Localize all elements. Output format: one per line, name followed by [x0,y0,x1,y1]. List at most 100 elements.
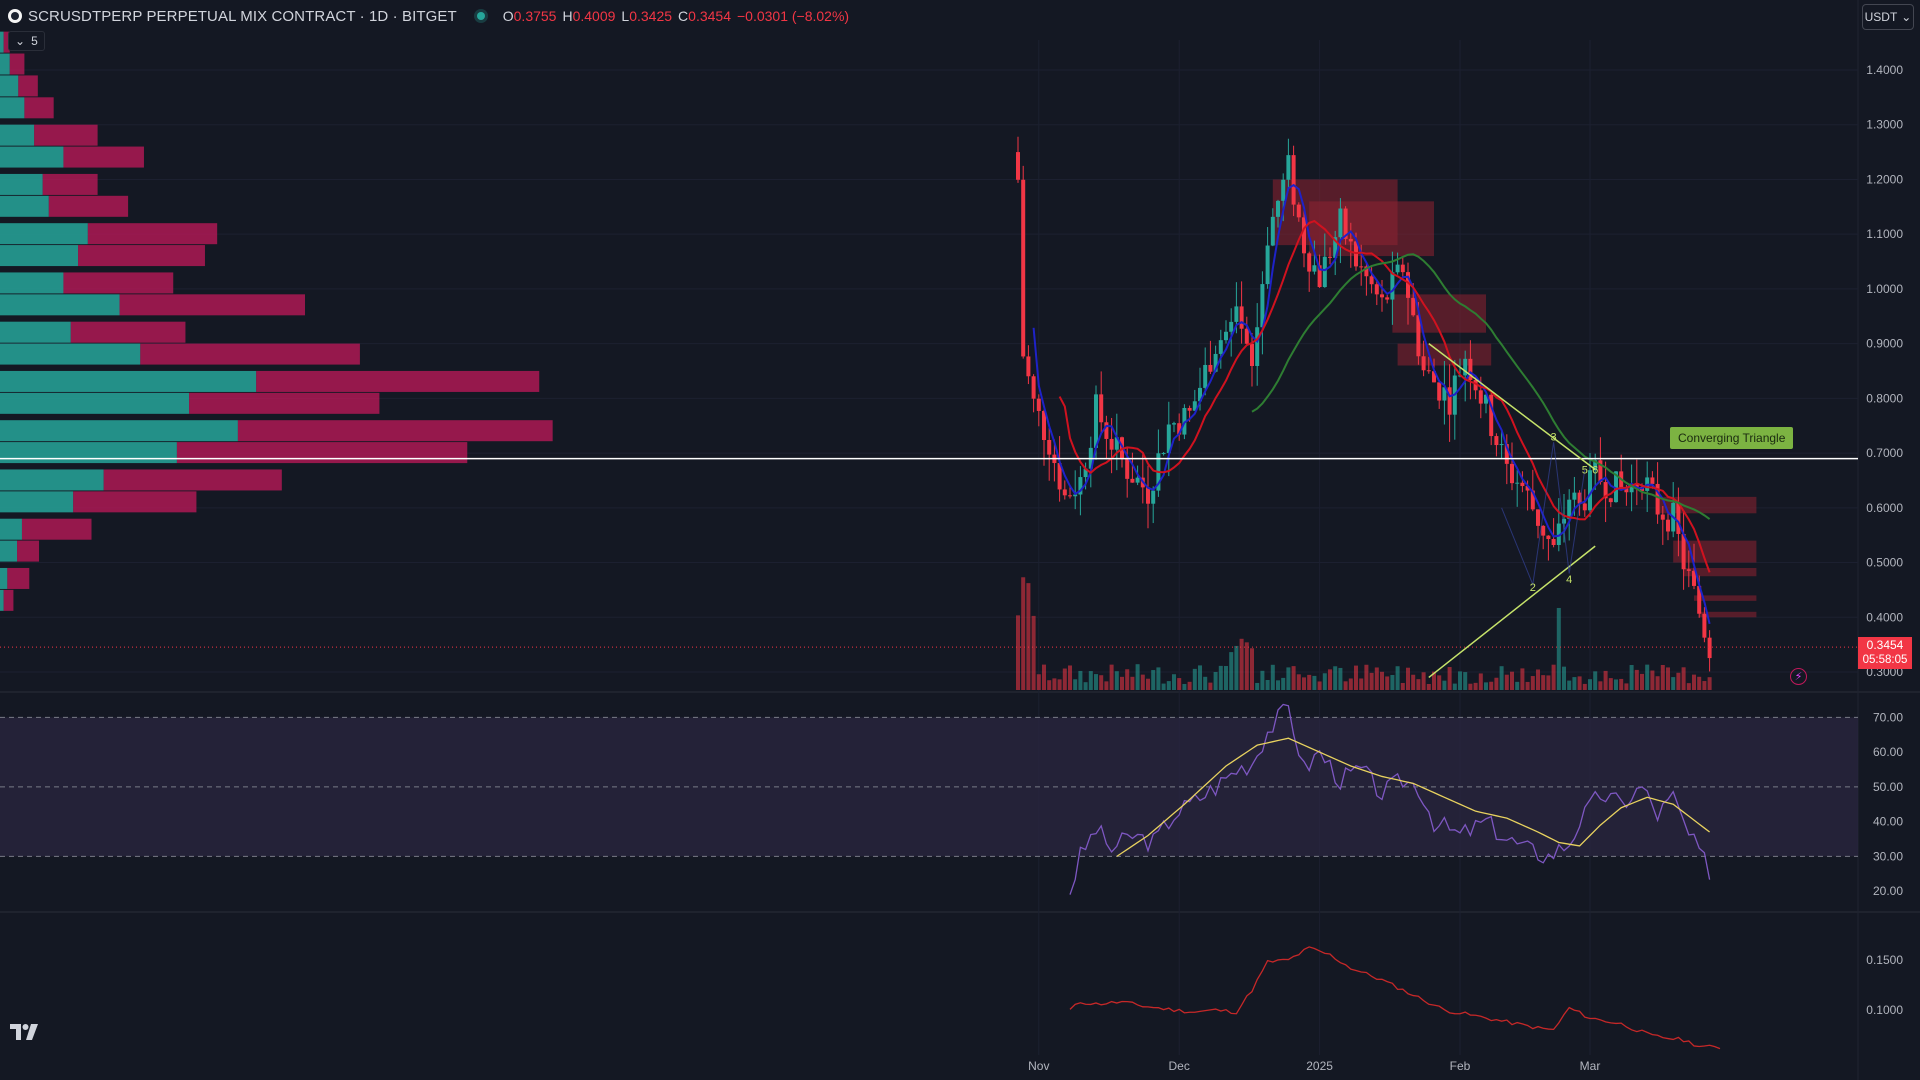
rsi-tick-label: 40.00 [1873,815,1903,829]
volume-bar [1380,671,1384,690]
candle-body [1068,495,1072,497]
ohlc-open: O0.3755 [502,8,557,24]
volume-bar [1374,667,1379,690]
tradingview-logo[interactable] [10,1020,38,1046]
candle-body [1489,394,1494,437]
volume-profile-buy-bar [0,223,88,245]
candle-body [1676,502,1681,534]
price-tick-label: 1.0000 [1866,282,1903,296]
volume-profile-buy-bar [0,469,104,491]
ohlc-change: −0.0301 (−8.02%) [737,8,850,24]
candle-body [1036,398,1041,411]
symbol-logo-icon[interactable] [8,9,22,23]
candle-body [1135,477,1140,483]
candle-body [1146,487,1150,504]
chart-header: SCRUSDTPERP PERPETUAL MIX CONTRACT · 1D … [0,0,1840,32]
candle-body [1478,390,1483,404]
volume-profile-sell-bar [9,53,25,75]
volume-profile-sell-bar [63,272,174,294]
candle-body [1296,204,1301,218]
candle-body [1255,327,1260,366]
volume-bar [1322,673,1327,690]
volume-bar [1198,665,1202,690]
market-status-icon[interactable] [476,12,485,20]
candle-body [1239,306,1244,329]
candle-body [1593,460,1598,471]
candle-body [1666,519,1670,532]
candle-body [1151,490,1156,504]
volume-bar [1411,674,1416,690]
candle-body [1374,284,1379,295]
volume-bar [1224,666,1228,690]
volume-profile-sell-bar [256,370,540,392]
candle-body [1348,238,1353,242]
rsi-line [1069,703,1711,895]
ohlc-low: L0.3425 [621,8,673,24]
candle-body [1187,407,1192,411]
symbol-title[interactable]: SCRUSDTPERP PERPETUAL MIX CONTRACT · 1D … [28,7,457,25]
indicator-toggle-button[interactable]: ⌄ 5 [8,31,45,51]
candle-body [1567,499,1572,519]
volume-bar [1463,672,1468,690]
volume-bar [1166,681,1171,690]
candle-body [1276,200,1280,217]
candle-body [1016,152,1020,180]
candle-body [1031,376,1036,399]
pattern-label[interactable]: Converging Triangle [1670,427,1794,449]
volume-bar [1161,683,1166,690]
candle-body [1104,422,1109,439]
candle-body [1265,245,1270,285]
candle-body [1078,477,1083,495]
candle-body [1546,535,1551,540]
volume-bar [1515,681,1520,690]
currency-select[interactable]: USDT ⌄ [1862,4,1914,30]
volume-bar [1634,669,1639,690]
candle-body [1218,340,1223,354]
candle-body [1244,328,1249,344]
candle-body [1426,370,1431,372]
lightning-icon[interactable]: ⚡ [1790,668,1807,685]
candle-body [1114,437,1119,450]
candle-body [1541,525,1546,536]
volume-bar [1489,681,1494,690]
supply-zone [1699,611,1757,618]
volume-profile-buy-bar [0,392,190,414]
candle-body [1328,256,1332,258]
candle-body [1432,371,1436,383]
volume-bar [1541,675,1546,690]
triangle-upper-line [1428,343,1596,471]
atr-tick-label: 0.1000 [1866,1003,1903,1017]
volume-profile-buy-bar [0,540,18,562]
candle-body [1281,179,1286,201]
candle-body [1047,440,1052,455]
candle-body [1286,155,1291,180]
candle-body [1504,444,1509,464]
pattern-wave [1501,442,1586,587]
pattern-point-label: 6 [1592,465,1598,477]
volume-bar [1588,679,1592,690]
volume-bar [1140,674,1145,690]
candle-body [1406,272,1410,298]
volume-profile-buy-bar [0,294,120,316]
volume-profile-buy-bar [0,442,177,464]
candle-body [1572,492,1577,500]
volume-bar [1567,680,1572,690]
volume-bar [1114,671,1119,690]
volume-bar [1177,678,1182,690]
volume-bar [1286,667,1291,690]
volume-bar [1083,682,1088,690]
volume-bar [1348,678,1353,690]
volume-bar [1068,665,1072,690]
candle-body [1499,444,1504,446]
candle-body [1338,208,1343,238]
candle-body [1536,509,1540,526]
volume-bar [1364,664,1369,690]
volume-bar [1619,678,1624,690]
volume-profile-buy-bar [0,343,141,365]
volume-profile-sell-bar [119,294,305,316]
volume-bar [1671,677,1676,690]
candle-body [1302,217,1306,254]
supply-zone [1309,201,1434,257]
indicator-count: 5 [31,34,38,48]
